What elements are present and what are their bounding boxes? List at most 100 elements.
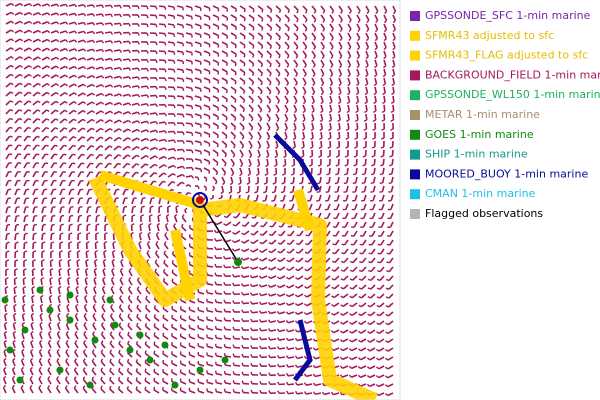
wind-barb-flag bbox=[269, 54, 272, 59]
wind-barb bbox=[176, 157, 184, 160]
wind-barb bbox=[189, 363, 196, 367]
wind-barb bbox=[176, 86, 184, 89]
wind-barb bbox=[230, 158, 235, 165]
wind-barb bbox=[153, 325, 160, 331]
wind-barb-flag bbox=[18, 153, 22, 156]
wind-barb bbox=[41, 224, 44, 232]
wind-barb bbox=[104, 40, 112, 43]
wind-barb-flag bbox=[55, 74, 59, 78]
wind-barb bbox=[68, 39, 75, 43]
wind-barb-flag bbox=[373, 74, 378, 78]
wind-barb-flag bbox=[56, 21, 60, 25]
wind-barb bbox=[257, 41, 264, 47]
wind-barb-flag bbox=[91, 376, 95, 380]
wind-barb-flag bbox=[164, 95, 167, 99]
wind-barb bbox=[95, 13, 103, 16]
wind-barb bbox=[329, 113, 333, 121]
wind-barb-flag bbox=[100, 119, 104, 123]
wind-barb-flag bbox=[33, 241, 37, 244]
wind-barb-flag bbox=[287, 234, 291, 237]
wind-barb-flag bbox=[164, 232, 168, 236]
wind-barb-flag bbox=[191, 141, 194, 145]
wind-barb-flag bbox=[45, 153, 49, 156]
wind-barb bbox=[157, 215, 160, 223]
wind-barb bbox=[104, 154, 110, 160]
wind-barb-flag bbox=[144, 359, 147, 363]
wind-barb bbox=[293, 122, 297, 129]
wind-barb-flag bbox=[137, 23, 140, 27]
wind-barb bbox=[5, 109, 11, 115]
wind-barb-flag bbox=[339, 28, 343, 32]
wind-barb bbox=[67, 260, 70, 268]
wind-barb bbox=[194, 95, 201, 99]
wind-barb-flag bbox=[330, 391, 334, 396]
wind-barb bbox=[176, 5, 184, 9]
wind-barb bbox=[391, 158, 394, 166]
wind-barb-flag bbox=[74, 349, 78, 353]
wind-barb-flag bbox=[9, 144, 13, 147]
wind-barb-flag bbox=[258, 136, 262, 140]
wind-barb-flag bbox=[364, 92, 368, 96]
wind-barb bbox=[230, 59, 237, 64]
wind-barb bbox=[221, 113, 228, 119]
wind-barb bbox=[158, 172, 165, 178]
wind-barb bbox=[248, 14, 255, 20]
wind-barb bbox=[39, 324, 43, 331]
wind-barb bbox=[248, 140, 253, 147]
wind-barb bbox=[239, 32, 246, 37]
wind-barb-flag bbox=[64, 109, 68, 113]
wind-barb-flag bbox=[38, 348, 43, 353]
wind-barb-flag bbox=[252, 9, 255, 13]
wind-barb-flag bbox=[83, 303, 88, 308]
wind-barb bbox=[23, 56, 30, 61]
wind-barb-flag bbox=[92, 57, 96, 61]
wind-barb bbox=[343, 239, 349, 246]
wind-barb bbox=[198, 381, 205, 385]
wind-barb bbox=[257, 5, 264, 11]
wind-barb-flag bbox=[83, 30, 87, 35]
wind-barb bbox=[21, 351, 25, 358]
wind-barb bbox=[118, 352, 124, 358]
wind-barb bbox=[242, 382, 250, 385]
wind-barb bbox=[356, 50, 361, 57]
wind-barb-flag bbox=[363, 137, 367, 140]
wind-barb bbox=[149, 94, 157, 97]
wind-barb bbox=[372, 194, 376, 201]
wind-barb-flag bbox=[4, 321, 8, 325]
wind-barb-flag bbox=[239, 173, 243, 177]
wind-barb bbox=[275, 158, 278, 166]
wind-barb-flag bbox=[146, 68, 149, 72]
wind-barb bbox=[275, 77, 281, 84]
wind-barb-flag bbox=[153, 180, 157, 183]
wind-barb-flag bbox=[155, 59, 158, 64]
wind-barb-flag bbox=[304, 285, 308, 289]
wind-barb bbox=[111, 270, 115, 277]
wind-barb-flag bbox=[329, 101, 333, 105]
wind-barb-flag bbox=[83, 4, 87, 8]
wind-barb-flag bbox=[173, 69, 176, 73]
wind-barb-flag bbox=[385, 305, 389, 308]
wind-barb bbox=[14, 162, 19, 169]
wind-barb bbox=[234, 221, 241, 227]
wind-barb bbox=[288, 311, 295, 315]
wind-barb bbox=[3, 342, 7, 349]
wind-barb bbox=[113, 75, 121, 79]
wind-barb-flag bbox=[110, 49, 114, 53]
wind-barb-flag bbox=[84, 285, 88, 289]
wind-barb-flag bbox=[251, 216, 255, 219]
wind-barb-flag bbox=[216, 144, 219, 148]
wind-barb-flag bbox=[27, 126, 32, 130]
wind-barb bbox=[361, 284, 367, 290]
wind-barb bbox=[32, 38, 39, 43]
wind-barb bbox=[68, 92, 75, 97]
wind-barb bbox=[158, 41, 166, 44]
wind-barb bbox=[167, 130, 175, 133]
wind-barb-flag bbox=[100, 101, 105, 105]
wind-barb-flag bbox=[91, 118, 95, 122]
wind-barb bbox=[284, 158, 287, 166]
wind-barb-flag bbox=[313, 10, 317, 14]
wind-barb-flag bbox=[109, 376, 112, 381]
wind-barb-flag bbox=[18, 144, 22, 147]
wind-barb-flag bbox=[304, 55, 308, 59]
wind-barb bbox=[203, 176, 207, 180]
